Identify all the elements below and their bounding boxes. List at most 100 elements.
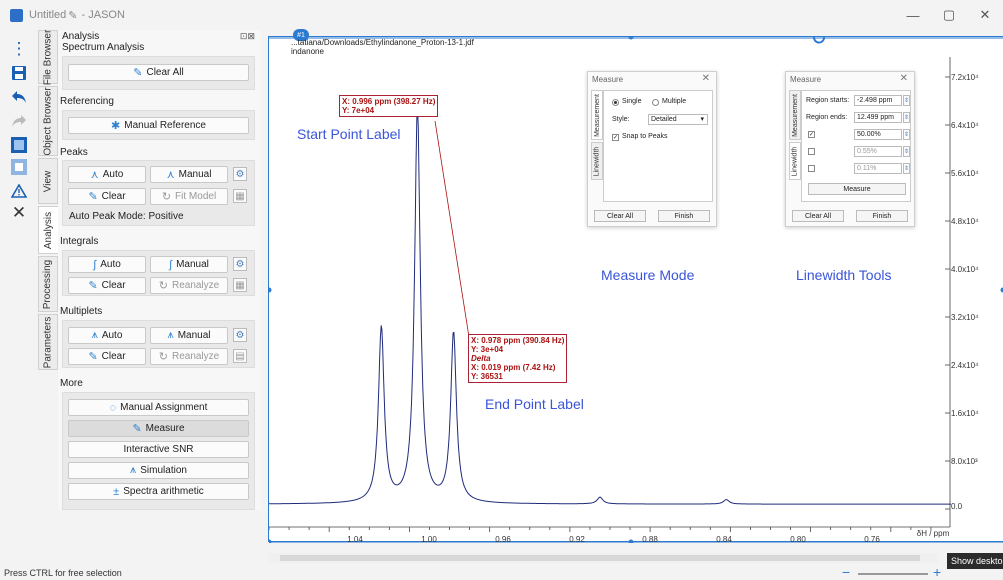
document-icon[interactable]: ▤	[233, 349, 247, 363]
integrals-reanalyze-button[interactable]: ↻ Reanalyze	[150, 277, 228, 294]
region-starts-input[interactable]: -2.498 ppm	[854, 95, 902, 106]
molecule-view-icon[interactable]	[8, 156, 30, 178]
tab-object-browser[interactable]: Object Browser	[38, 86, 58, 156]
refresh-icon: ↻	[161, 191, 172, 203]
tab-measurement[interactable]: Measurement	[591, 90, 603, 140]
zoom-out-icon[interactable]: −	[842, 564, 851, 580]
pct1-input[interactable]: 50.00%	[854, 129, 902, 140]
spectra-arithmetic-button[interactable]: ± Spectra arithmetic	[68, 483, 249, 500]
style-select[interactable]: Detailed ▾	[648, 114, 708, 125]
interactive-snr-button[interactable]: Interactive SNR	[68, 441, 249, 458]
multiplets-settings-gear-icon[interactable]: ⚙	[233, 328, 247, 342]
manual-reference-button[interactable]: ✱ Manual Reference	[68, 117, 249, 134]
rotate-icon[interactable]	[813, 37, 825, 44]
y-tick-label: 2.4x10⁴	[951, 361, 979, 370]
more-options-icon[interactable]: ⋮	[10, 39, 28, 58]
y-tick-label: 8.0x10³	[951, 457, 978, 466]
warning-icon[interactable]	[8, 180, 30, 202]
pct2-spinner[interactable]: ⇕	[903, 146, 910, 157]
tab-linewidth[interactable]: Linewidth	[789, 142, 801, 180]
measure-button[interactable]: ✎ Measure	[68, 420, 249, 437]
maximize-button[interactable]: ▢	[942, 7, 956, 22]
integrals-calendar-icon[interactable]: ▦	[233, 278, 247, 292]
panel-window-controls[interactable]: ⊡⊠	[239, 31, 255, 41]
pencil-icon[interactable]: ✎	[68, 9, 78, 22]
simulation-button[interactable]: ⩚ Simulation	[68, 462, 249, 479]
multiplets-auto-button[interactable]: ⩚ Auto	[68, 327, 146, 344]
pct3-checkbox[interactable]	[808, 165, 815, 172]
multiplets-clear-button[interactable]: ✎ Clear	[68, 348, 146, 365]
resize-handle[interactable]	[269, 287, 272, 293]
spectrum-view-icon[interactable]	[8, 134, 30, 156]
resize-handle[interactable]	[269, 539, 272, 544]
close-icon[interactable]: ✕	[701, 73, 710, 84]
tab-linewidth[interactable]: Linewidth	[591, 142, 603, 180]
multiple-radio[interactable]	[652, 99, 659, 106]
tab-measurement[interactable]: Measurement	[789, 90, 801, 140]
save-icon[interactable]	[8, 62, 30, 84]
clear-all-dialog-button[interactable]: Clear All	[792, 210, 844, 222]
integrals-manual-button[interactable]: ∫ Manual	[150, 256, 228, 273]
resize-handle[interactable]	[1000, 287, 1003, 293]
peaks-auto-button[interactable]: ⋏ Auto	[68, 166, 146, 183]
start-point-label[interactable]: X: 0.996 ppm (398.27 Hz) Y: 7e+04	[339, 95, 439, 117]
horizontal-scrollbar[interactable]	[268, 553, 938, 563]
tab-parameters[interactable]: Parameters	[38, 314, 58, 370]
end-point-label[interactable]: X: 0.978 ppm (390.84 Hz) Y: 3e+04 Delta …	[468, 334, 568, 383]
pct2-input[interactable]: 0.55%	[854, 146, 902, 157]
finish-button[interactable]: Finish	[658, 210, 710, 222]
minimize-button[interactable]: —	[906, 7, 920, 23]
tab-file-browser[interactable]: File Browser	[38, 29, 58, 85]
peak-manual-icon: ⋏	[166, 169, 175, 181]
integrals-settings-gear-icon[interactable]: ⚙	[233, 257, 247, 271]
tab-processing[interactable]: Processing	[38, 256, 58, 312]
peaks-settings-gear-icon[interactable]: ⚙	[233, 167, 247, 181]
single-label: Single	[622, 98, 642, 105]
finish-button[interactable]: Finish	[856, 210, 908, 222]
region-starts-label: Region starts:	[806, 97, 850, 104]
clear-all-dialog-button[interactable]: Clear All	[594, 210, 646, 222]
y-tick-label: 4.8x10⁴	[951, 217, 979, 226]
fit-model-button[interactable]: ↻ Fit Model	[150, 188, 228, 205]
region-starts-spinner[interactable]: ⇕	[903, 95, 910, 106]
single-radio[interactable]	[612, 99, 619, 106]
region-ends-label: Region ends:	[806, 114, 848, 121]
region-ends-spinner[interactable]: ⇕	[903, 112, 910, 123]
peaks-calendar-icon[interactable]: ▦	[233, 189, 247, 203]
redo-icon[interactable]	[8, 110, 30, 132]
clear-all-button[interactable]: ✎ Clear All	[68, 64, 249, 81]
scrollbar-thumb[interactable]	[280, 555, 920, 561]
refresh-icon: ↻	[158, 280, 168, 292]
region-ends-input[interactable]: 12.499 ppm	[854, 112, 902, 123]
integrals-clear-button[interactable]: ✎ Clear	[68, 277, 146, 294]
clear-icon: ✎	[133, 67, 143, 79]
manual-assignment-button[interactable]: ◌ Manual Assignment	[68, 399, 249, 416]
resize-handle[interactable]	[628, 37, 634, 40]
spectrum-line	[269, 105, 951, 505]
snap-to-peaks-checkbox[interactable]: ✓	[612, 134, 619, 141]
spectrum-plot[interactable]	[269, 37, 1003, 543]
pct3-spinner[interactable]: ⇕	[903, 163, 910, 174]
close-icon[interactable]: ✕	[899, 73, 908, 84]
multiplets-reanalyze-button[interactable]: ↻ Reanalyze	[150, 348, 228, 365]
close-button[interactable]: ✕	[979, 7, 991, 22]
pct1-spinner[interactable]: ⇕	[903, 129, 910, 140]
resize-handle[interactable]	[628, 539, 634, 544]
pct2-checkbox[interactable]	[808, 148, 815, 155]
zoom-in-icon[interactable]: +	[933, 564, 942, 580]
tab-analysis[interactable]: Analysis	[38, 206, 58, 254]
zoom-slider[interactable]	[858, 573, 928, 575]
undo-icon[interactable]	[8, 86, 30, 108]
peaks-clear-button[interactable]: ✎ Clear	[68, 188, 146, 205]
show-desktop-tooltip: Show desktop	[947, 553, 1003, 569]
tab-view[interactable]: View	[38, 158, 58, 204]
measure-dialog-button[interactable]: Measure	[808, 183, 906, 195]
pct3-input[interactable]: 0.11%	[854, 163, 902, 174]
integrals-auto-button[interactable]: ∫ Auto	[68, 256, 146, 273]
peaks-manual-button[interactable]: ⋏ Manual	[150, 166, 228, 183]
multiplets-manual-button[interactable]: ⩚ Manual	[150, 327, 228, 344]
spectrum-view[interactable]: #1 ...tatiana/Downloads/Ethylindanone_Pr…	[268, 29, 1003, 544]
pct1-checkbox[interactable]: ✓	[808, 131, 815, 138]
tools-icon[interactable]: ✕	[11, 203, 27, 222]
start-point-annotation: Start Point Label	[297, 126, 401, 142]
